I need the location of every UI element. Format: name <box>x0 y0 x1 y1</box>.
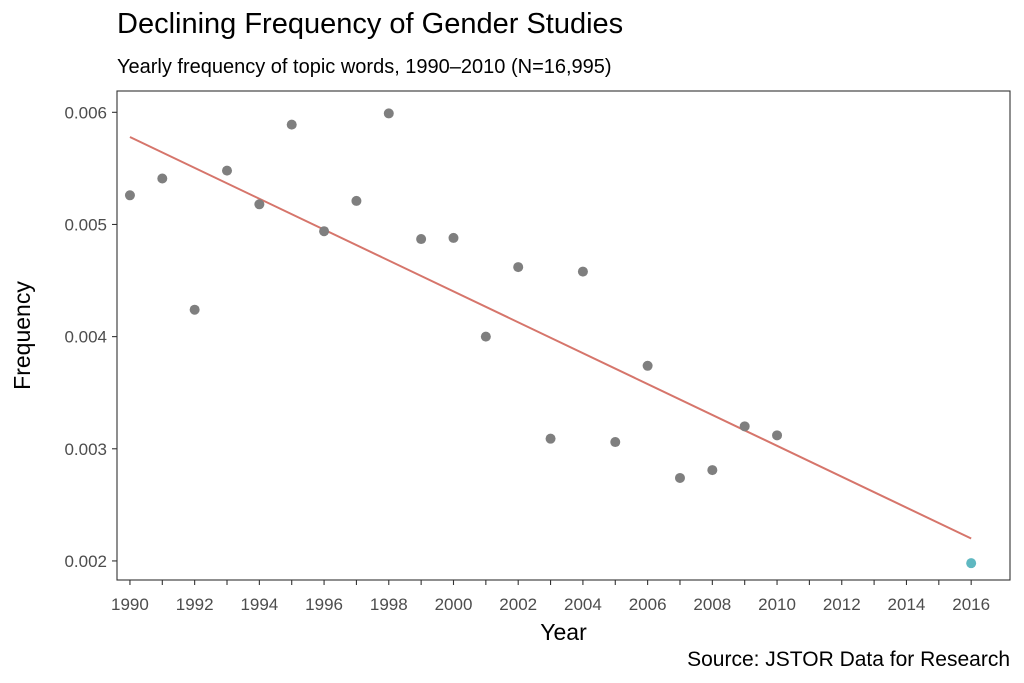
data-point <box>351 195 362 206</box>
data-point <box>124 190 135 201</box>
data-point <box>707 465 718 476</box>
data-point <box>319 226 330 237</box>
y-tick-label: 0.003 <box>64 440 107 459</box>
source-caption: Source: JSTOR Data for Research <box>687 648 1010 671</box>
data-point <box>610 437 621 448</box>
x-tick-label: 1992 <box>176 595 214 614</box>
y-tick-label: 0.002 <box>64 552 107 571</box>
y-tick-label: 0.006 <box>64 103 107 122</box>
data-point <box>480 331 491 342</box>
data-point <box>254 199 265 210</box>
x-tick-label: 2006 <box>629 595 667 614</box>
x-tick-label: 1998 <box>370 595 408 614</box>
data-point <box>545 433 556 444</box>
data-point <box>642 360 653 371</box>
y-axis: 0.002 0.003 0.004 0.005 0.006 <box>64 103 117 571</box>
x-tick-label: 1996 <box>305 595 343 614</box>
chart-subtitle: Yearly frequency of topic words, 1990–20… <box>117 56 612 78</box>
x-tick-label: 2012 <box>823 595 861 614</box>
x-tick-label: 2014 <box>888 595 926 614</box>
data-point <box>157 173 168 184</box>
y-axis-title: Frequency <box>9 281 35 390</box>
data-point <box>739 421 750 432</box>
chart-title: Declining Frequency of Gender Studies <box>117 8 624 40</box>
x-axis-title: Year <box>540 619 587 645</box>
highlight-data-point <box>966 558 977 569</box>
data-points <box>124 108 977 569</box>
data-point <box>189 304 200 315</box>
data-point <box>772 430 783 441</box>
plot-panel-border <box>116 90 1011 581</box>
y-tick-label: 0.004 <box>64 328 107 347</box>
x-tick-label: 2010 <box>758 595 796 614</box>
y-tick-label: 0.005 <box>64 215 107 234</box>
data-point <box>383 108 394 119</box>
data-point <box>286 119 297 130</box>
x-tick-label: 2002 <box>499 595 537 614</box>
data-point <box>674 472 685 483</box>
trend-line-group <box>129 136 972 540</box>
data-point <box>222 165 233 176</box>
x-axis: 1990 1992 1994 1996 1998 2000 2002 2004 2006 2008… <box>111 580 990 614</box>
data-point <box>577 266 588 277</box>
x-tick-label: 1994 <box>240 595 278 614</box>
x-tick-label: 2000 <box>435 595 473 614</box>
x-tick-label: 1990 <box>111 595 149 614</box>
data-point <box>416 234 427 245</box>
data-point <box>448 232 459 243</box>
x-tick-label: 2008 <box>693 595 731 614</box>
trend-line <box>129 136 972 540</box>
x-tick-label: 2004 <box>564 595 602 614</box>
data-point <box>513 262 524 273</box>
x-tick-label: 2016 <box>952 595 990 614</box>
